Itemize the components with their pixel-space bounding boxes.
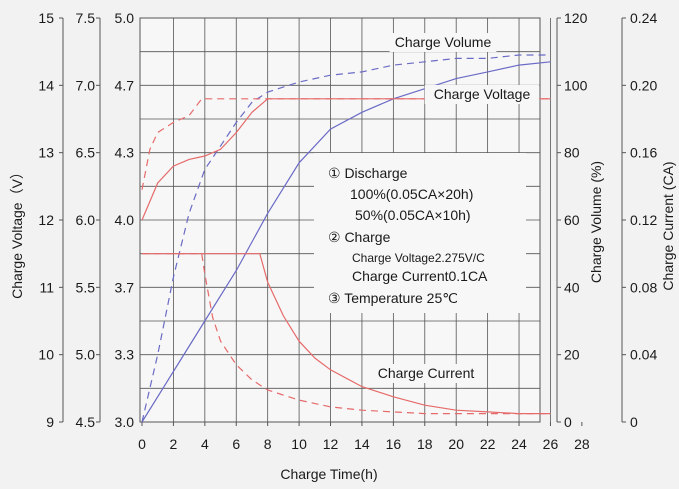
right-axis-tick-label: 0.24 (630, 10, 657, 26)
x-axis-tick-label: 12 (323, 436, 339, 452)
x-axis-tick-label: 0 (138, 436, 146, 452)
series-line-6 (142, 253, 551, 415)
series-label: Charge Volume (395, 34, 492, 50)
left-axis-tick-label: 15 (38, 10, 54, 26)
x-axis-tick-label: 10 (291, 436, 307, 452)
series-line-2 (141, 54, 551, 423)
series-label-bg (424, 85, 540, 104)
right-axis-tick-label: 60 (564, 212, 580, 228)
annotation-line: Charge Voltage2.275V/C (352, 251, 485, 265)
left-axis-tick-label: 14 (38, 77, 54, 93)
right-axis-tick-label: 40 (564, 279, 580, 295)
right-axis-tick-label: 0.12 (630, 212, 657, 228)
x-axis-title: Charge Time(h) (280, 466, 377, 482)
annotation-line: ② Charge (328, 229, 391, 245)
series-label: Charge Voltage (434, 86, 531, 102)
right-axis-tick-label: 0 (630, 414, 638, 430)
x-axis-tick-label: 2 (170, 436, 178, 452)
left-axis-tick-label: 6.0 (76, 212, 96, 228)
left-axis-tick-label: 7.5 (76, 10, 96, 26)
annotation-background (314, 153, 526, 313)
series-line-5 (142, 253, 551, 415)
annotation-line: 100%(0.05CA×20h) (350, 186, 473, 202)
x-axis-tick-label: 14 (354, 436, 370, 452)
right-axis-tick-label: 0.16 (630, 145, 657, 161)
left-axis-tick-label: 7.0 (76, 77, 96, 93)
annotation-box: ① Discharge 100%(0.05CA×20h) 50%(0.05CA×10… (314, 153, 526, 313)
annotation-line: ③ Temperature 25℃ (328, 290, 458, 306)
x-axis-tick-label: 26 (543, 436, 559, 452)
right-axis-tick-label: 20 (564, 347, 580, 363)
right-axis-tick-label: 0.04 (630, 347, 657, 363)
x-axis-tick-label: 28 (574, 436, 590, 452)
series-label-bg (389, 33, 497, 52)
series-label-bg (368, 364, 484, 383)
left-axis-tick-label: 11 (39, 279, 54, 295)
x-axis-tick-label: 8 (264, 436, 272, 452)
right-axis-tick-label: 0.08 (630, 279, 657, 295)
left-axis-tick-label: 5.0 (115, 10, 135, 26)
left-axis-tick-label: 3.0 (115, 414, 135, 430)
series-labels: Charge Volume Charge Voltage Charge Curren… (368, 33, 540, 383)
right-axis-tick-label: 120 (564, 10, 588, 26)
tick-labels: 9 10 11 12 13 14 15 4.5 5.0 5.5 6.0 6.5 7.0 7.5 3.0 3.3… (38, 10, 657, 452)
left-axis-title: Charge Voltage（V） (9, 165, 25, 299)
volume-axis-title: Charge Volume (%) (588, 161, 604, 283)
x-axis-tick-label: 18 (417, 436, 433, 452)
x-axis-tick-label: 20 (448, 436, 464, 452)
annotation-line: Charge Current0.1CA (352, 268, 488, 284)
axes (59, 17, 626, 426)
left-axis-tick-label: 3.7 (115, 279, 135, 295)
left-axis-tick-label: 12 (38, 212, 54, 228)
left-axis-tick-label: 5.5 (76, 279, 96, 295)
left-axis-tick-label: 13 (38, 145, 54, 161)
right-axis-tick-label: 100 (564, 77, 588, 93)
left-axis-tick-label: 6.5 (76, 145, 96, 161)
right-axis-tick-label: 0 (564, 414, 572, 430)
left-axis-tick-label: 5.0 (76, 347, 96, 363)
annotation-line: 50%(0.05CA×10h) (355, 207, 471, 223)
series-line-4 (141, 98, 551, 190)
left-axis-tick-label: 4.3 (115, 145, 135, 161)
x-axis-tick-label: 22 (480, 436, 496, 452)
x-axis-tick-label: 6 (232, 436, 240, 452)
left-axis-tick-label: 10 (38, 347, 54, 363)
right-axis-tick-label: 0.20 (630, 77, 657, 93)
series-label: Charge Current (378, 365, 475, 381)
left-axis-tick-label: 3.3 (115, 347, 135, 363)
right-axis-tick-label: 80 (564, 145, 580, 161)
current-axis-title: Charge Current (CA) (660, 161, 676, 290)
left-axis-tick-label: 4.5 (76, 414, 96, 430)
x-axis-tick-label: 4 (201, 436, 209, 452)
left-axis-tick-label: 4.0 (115, 212, 135, 228)
left-axis-tick-label: 4.7 (115, 77, 135, 93)
x-axis-tick-label: 24 (511, 436, 527, 452)
series-line-1 (141, 61, 551, 423)
left-axis-tick-label: 9 (46, 414, 54, 430)
x-axis-tick-label: 16 (386, 436, 402, 452)
annotation-line: ① Discharge (328, 165, 408, 181)
